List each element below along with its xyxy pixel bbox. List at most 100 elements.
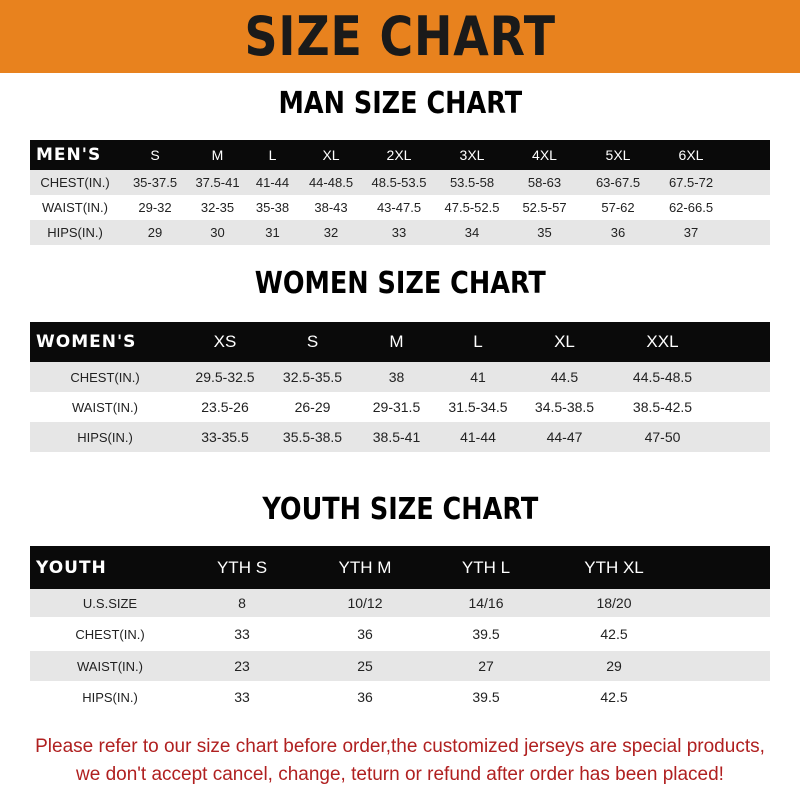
youth-title: YOUTH SIZE CHART — [262, 492, 538, 527]
row-label: HIPS(IN.) — [77, 429, 133, 445]
size-header: XL — [322, 147, 340, 163]
measurement-cell: 26-29 — [294, 399, 331, 415]
measurement-cell: 37 — [683, 225, 699, 240]
size-header: 2XL — [386, 147, 412, 163]
measurement-cell: 43-47.5 — [376, 200, 422, 215]
size-header: S — [306, 332, 319, 351]
measurement-cell: 35-38 — [255, 200, 290, 215]
measurement-cell: 44-47 — [546, 429, 583, 445]
measurement-cell: 29.5-32.5 — [195, 369, 255, 385]
size-header: XXL — [646, 332, 679, 351]
size-header: 4XL — [532, 147, 557, 163]
measurement-cell: 30 — [210, 225, 225, 240]
size-header: YTH M — [338, 557, 392, 577]
measurement-cell: 39.5 — [472, 689, 500, 705]
measurement-cell: 29-32 — [138, 200, 172, 215]
measurement-cell: 33 — [234, 626, 250, 642]
measurement-cell: 35.5-38.5 — [282, 429, 343, 445]
measurement-cell: 38.5-41 — [372, 429, 421, 445]
size-header: 3XL — [459, 147, 485, 163]
size-header: L — [268, 147, 277, 163]
measurement-cell: 31.5-34.5 — [448, 399, 508, 415]
table-row: U.S.SIZE 8 10/12 14/16 18/20 — [30, 589, 770, 617]
measurement-cell: 47.5-52.5 — [444, 200, 500, 215]
row-label: WAIST(IN.) — [42, 200, 108, 215]
size-header: XS — [213, 332, 237, 351]
measurement-cell: 8 — [238, 595, 246, 611]
size-header: 6XL — [678, 147, 704, 163]
measurement-cell: 52.5-57 — [522, 200, 567, 215]
measurement-cell: 33 — [391, 225, 407, 240]
notice-line-1: Please refer to our size chart before or… — [35, 736, 765, 757]
table-row: WAIST(IN.) 29-32 32-35 35-38 38-43 43-47.5 47.… — [30, 195, 770, 220]
measurement-cell: 32-35 — [200, 200, 235, 215]
measurement-cell: 58-63 — [527, 175, 562, 190]
row-label: CHEST(IN.) — [70, 369, 140, 385]
size-header: M — [211, 147, 224, 163]
measurement-cell: 25 — [357, 658, 373, 674]
order-notice: Please refer to our size chart before or… — [0, 733, 800, 789]
women-title: WOMEN SIZE CHART — [254, 266, 546, 301]
table-row: CHEST(IN.) 33 36 39.5 42.5 — [30, 617, 770, 651]
measurement-cell: 34.5-38.5 — [534, 399, 595, 415]
men-title: MAN SIZE CHART — [278, 86, 522, 121]
measurement-cell: 67.5-72 — [668, 175, 714, 190]
measurement-cell: 36 — [357, 689, 373, 705]
measurement-cell: 33-35.5 — [201, 429, 249, 445]
youth-size-table: YOUTH YTH S YTH M YTH L YTH XL U.S.SIZE 8 10/12… — [30, 546, 770, 713]
measurement-cell: 48.5-53.5 — [371, 175, 427, 190]
measurement-cell: 23 — [234, 658, 250, 674]
measurement-cell: 62-66.5 — [668, 200, 714, 215]
row-label: WAIST(IN.) — [72, 399, 138, 415]
banner: SIZE CHART — [0, 0, 800, 73]
size-header: YTH S — [216, 557, 268, 577]
measurement-cell: 34 — [464, 225, 480, 240]
measurement-cell: 42.5 — [600, 626, 628, 642]
measurement-cell: 41-44 — [460, 429, 496, 445]
measurement-cell: 14/16 — [468, 595, 504, 611]
measurement-cell: 27 — [478, 658, 494, 674]
measurement-cell: 38.5-42.5 — [632, 399, 693, 415]
size-header: L — [473, 332, 483, 351]
measurement-cell: 42.5 — [600, 689, 628, 705]
table-title-cell: MEN'S — [36, 145, 102, 165]
size-header: 5XL — [605, 147, 631, 163]
header-row: MEN'S S M L XL 2XL 3XL 4XL 5XL 6XL — [30, 140, 770, 170]
measurement-cell: 29 — [606, 658, 622, 674]
measurement-cell: 39.5 — [472, 626, 500, 642]
measurement-cell: 29 — [147, 225, 163, 240]
table-row: CHEST(IN.) 29.5-32.5 32.5-35.5 38 41 44.5 44.5… — [30, 362, 770, 392]
row-label: CHEST(IN.) — [75, 626, 145, 642]
row-label: U.S.SIZE — [82, 595, 138, 611]
header-row: WOMEN'S XS S M L XL XXL — [30, 322, 770, 362]
measurement-cell: 35-37.5 — [132, 175, 178, 190]
table-row: WAIST(IN.) 23.5-26 26-29 29-31.5 31.5-34.5 34… — [30, 392, 770, 422]
measurement-cell: 35 — [537, 225, 552, 240]
size-header: S — [150, 147, 160, 163]
measurement-cell: 53.5-58 — [449, 175, 495, 190]
table-title-cell: YOUTH — [36, 557, 107, 578]
measurement-cell: 38 — [388, 369, 405, 385]
row-label: CHEST(IN.) — [40, 175, 110, 190]
measurement-cell: 18/20 — [596, 595, 632, 611]
measurement-cell: 10/12 — [347, 595, 383, 611]
banner-title: SIZE CHART — [244, 5, 556, 68]
row-label: WAIST(IN.) — [77, 658, 143, 674]
measurement-cell: 37.5-41 — [195, 175, 240, 190]
size-header: YTH XL — [584, 557, 644, 577]
table-row: HIPS(IN.) 33-35.5 35.5-38.5 38.5-41 41-44 44-… — [30, 422, 770, 452]
measurement-cell: 31 — [265, 225, 280, 240]
table-row: HIPS(IN.) 33 36 39.5 42.5 — [30, 681, 770, 713]
table-row: WAIST(IN.) 23 25 27 29 — [30, 651, 770, 681]
measurement-cell: 41-44 — [255, 175, 290, 190]
measurement-cell: 47-50 — [644, 429, 681, 445]
measurement-cell: 36 — [357, 626, 373, 642]
measurement-cell: 32.5-35.5 — [282, 369, 343, 385]
table-row: CHEST(IN.) 35-37.5 37.5-41 41-44 44-48.5 48.5… — [30, 170, 770, 195]
size-header: M — [389, 332, 404, 351]
women-size-table: WOMEN'S XS S M L XL XXL CHEST(IN.) 29.5-32.5 32.5… — [30, 322, 770, 452]
measurement-cell: 63-67.5 — [595, 175, 641, 190]
measurement-cell: 41 — [470, 369, 486, 385]
table-title-cell: WOMEN'S — [36, 332, 137, 352]
measurement-cell: 44.5 — [550, 369, 579, 385]
